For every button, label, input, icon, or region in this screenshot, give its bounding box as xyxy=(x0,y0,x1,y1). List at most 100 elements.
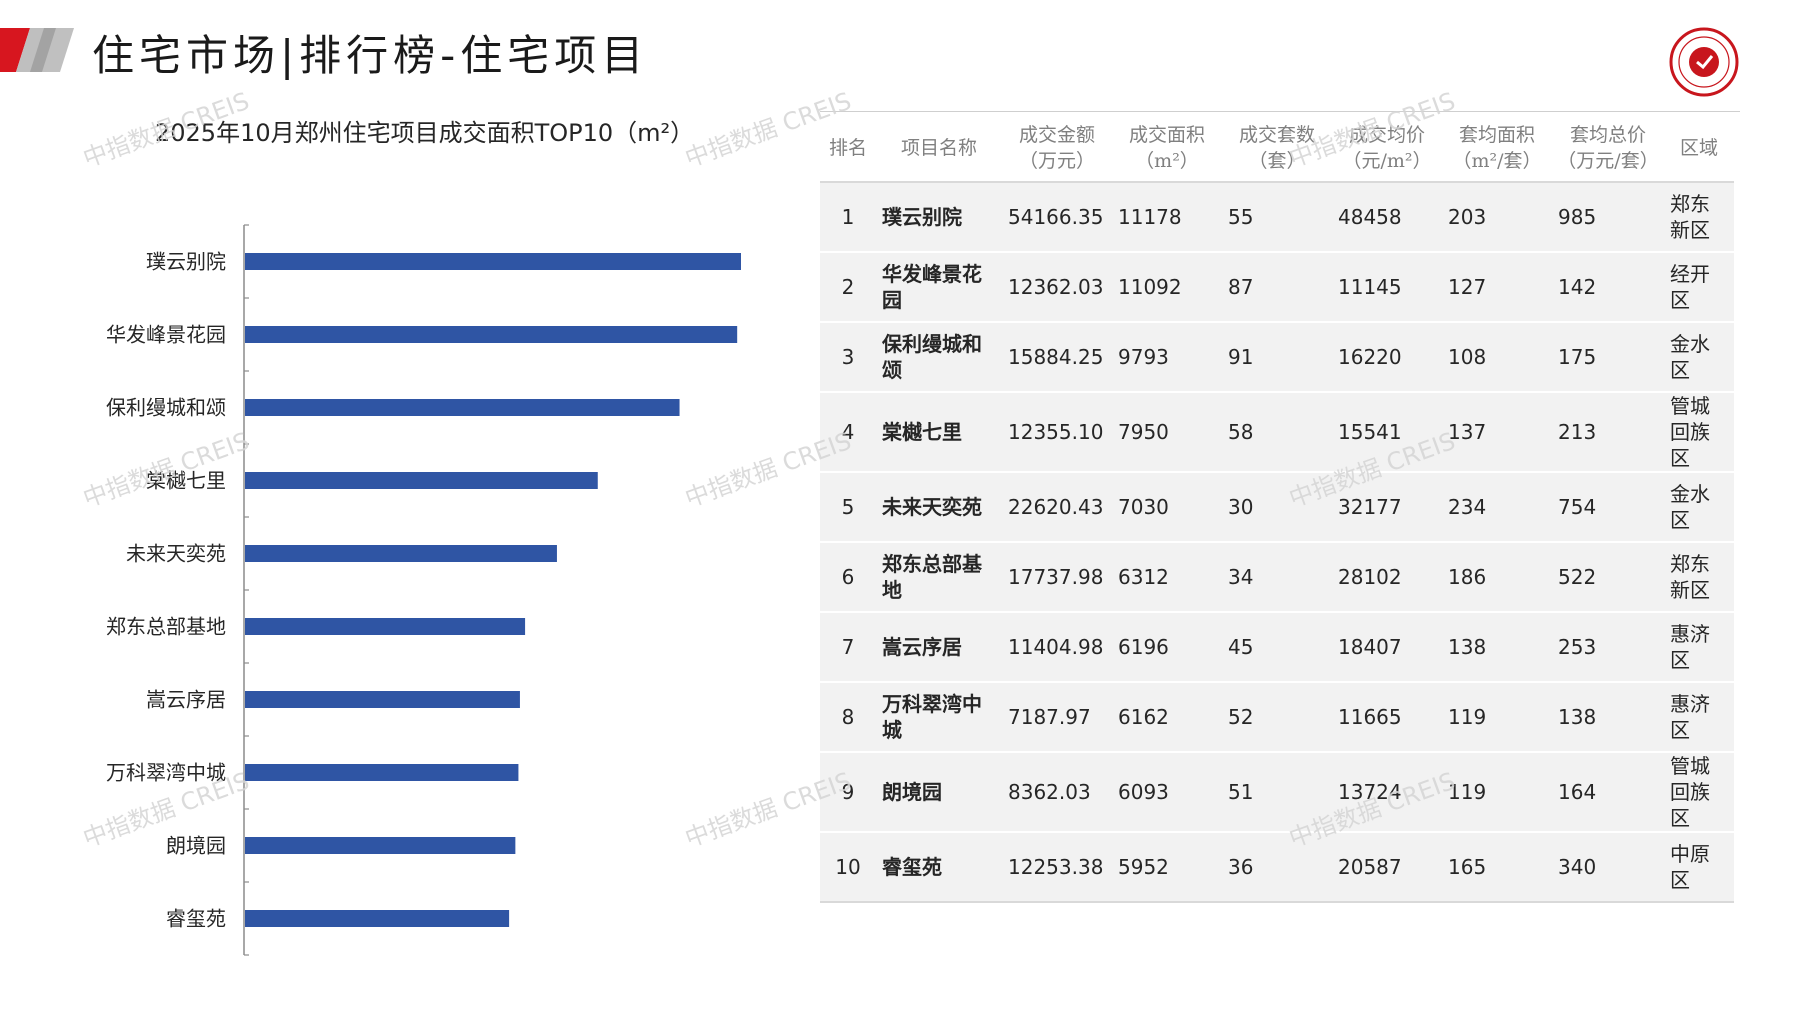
cell-district: 金水区 xyxy=(1664,322,1734,393)
bar xyxy=(245,618,526,635)
cell-amount: 54166.35 xyxy=(1002,182,1112,253)
column-header: 排名 xyxy=(820,115,876,183)
category-label: 保利缦城和颂 xyxy=(106,396,226,420)
cell-amount: 17737.98 xyxy=(1002,542,1112,613)
category-label: 郑东总部基地 xyxy=(106,615,226,639)
category-label: 嵩云序居 xyxy=(146,688,226,712)
table-row: 7 嵩云序居 11404.98 6196 45 18407 138 253 惠济区 xyxy=(820,612,1734,683)
cell-avg-area: 138 xyxy=(1442,612,1552,683)
cell-avg-area: 119 xyxy=(1442,752,1552,833)
category-label: 棠樾七里 xyxy=(146,469,226,493)
cell-rank: 1 xyxy=(820,182,876,253)
table-row: 8 万科翠湾中城 7187.97 6162 52 11665 119 138 惠济区 xyxy=(820,682,1734,753)
cell-avg-total: 138 xyxy=(1552,682,1664,753)
cell-amount: 11404.98 xyxy=(1002,612,1112,683)
table-row: 1 璞云别院 54166.35 11178 55 48458 203 985 郑东新区 xyxy=(820,182,1734,253)
cell-units: 52 xyxy=(1222,682,1332,753)
cell-avg-total: 164 xyxy=(1552,752,1664,833)
cell-avg-price: 20587 xyxy=(1332,832,1442,903)
bar xyxy=(245,764,519,781)
cell-district: 郑东新区 xyxy=(1664,542,1734,613)
category-label: 未来天奕苑 xyxy=(126,542,226,566)
cell-area: 7030 xyxy=(1112,472,1222,543)
bar xyxy=(245,472,598,489)
category-label: 璞云别院 xyxy=(146,250,226,274)
cell-rank: 2 xyxy=(820,252,876,323)
cell-avg-total: 754 xyxy=(1552,472,1664,543)
cell-rank: 8 xyxy=(820,682,876,753)
cell-units: 87 xyxy=(1222,252,1332,323)
cell-units: 36 xyxy=(1222,832,1332,903)
cell-units: 58 xyxy=(1222,392,1332,473)
cell-area: 5952 xyxy=(1112,832,1222,903)
category-label: 华发峰景花园 xyxy=(106,323,226,347)
column-header: 套均总价 （万元/套） xyxy=(1552,115,1664,183)
column-header: 项目名称 xyxy=(876,115,1002,183)
cell-area: 6196 xyxy=(1112,612,1222,683)
cell-area: 6312 xyxy=(1112,542,1222,613)
cell-amount: 12253.38 xyxy=(1002,832,1112,903)
table-header-row: 排名 项目名称 成交金额 （万元） 成交面积 （m²） 成交套数 （套） 成交均价 （元/m²）套… xyxy=(820,115,1734,183)
cell-avg-area: 234 xyxy=(1442,472,1552,543)
academy-seal-icon xyxy=(1669,27,1739,97)
cell-area: 11178 xyxy=(1112,182,1222,253)
bar xyxy=(245,545,557,562)
cell-district: 惠济区 xyxy=(1664,682,1734,753)
bar xyxy=(245,691,520,708)
category-label: 睿玺苑 xyxy=(166,907,226,931)
cell-rank: 3 xyxy=(820,322,876,393)
cell-amount: 12362.03 xyxy=(1002,252,1112,323)
cell-avg-area: 137 xyxy=(1442,392,1552,473)
cell-name: 未来天奕苑 xyxy=(876,472,1002,543)
cell-rank: 5 xyxy=(820,472,876,543)
bar xyxy=(245,326,738,343)
column-header: 成交套数 （套） xyxy=(1222,115,1332,183)
cell-avg-price: 18407 xyxy=(1332,612,1442,683)
cell-rank: 10 xyxy=(820,832,876,903)
chart-title: 2025年10月郑州住宅项目成交面积TOP10（m²） xyxy=(155,119,695,147)
cell-avg-area: 203 xyxy=(1442,182,1552,253)
cell-avg-area: 165 xyxy=(1442,832,1552,903)
cell-area: 9793 xyxy=(1112,322,1222,393)
cell-avg-price: 16220 xyxy=(1332,322,1442,393)
cell-avg-total: 253 xyxy=(1552,612,1664,683)
cell-name: 棠樾七里 xyxy=(876,392,1002,473)
cell-avg-price: 11665 xyxy=(1332,682,1442,753)
cell-district: 管城回族区 xyxy=(1664,752,1734,833)
cell-rank: 9 xyxy=(820,752,876,833)
cell-avg-total: 985 xyxy=(1552,182,1664,253)
cell-amount: 12355.10 xyxy=(1002,392,1112,473)
cell-avg-price: 48458 xyxy=(1332,182,1442,253)
cell-avg-price: 13724 xyxy=(1332,752,1442,833)
cell-avg-price: 11145 xyxy=(1332,252,1442,323)
cell-units: 55 xyxy=(1222,182,1332,253)
ranking-table: 排名 项目名称 成交金额 （万元） 成交面积 （m²） 成交套数 （套） 成交均价 （元/m²）套… xyxy=(820,115,1734,903)
category-label: 朗境园 xyxy=(166,834,226,858)
cell-avg-area: 186 xyxy=(1442,542,1552,613)
cell-district: 惠济区 xyxy=(1664,612,1734,683)
cell-units: 34 xyxy=(1222,542,1332,613)
brand-corner-logo xyxy=(0,28,74,72)
cell-avg-price: 15541 xyxy=(1332,392,1442,473)
cell-district: 金水区 xyxy=(1664,472,1734,543)
table-row: 3 保利缦城和颂 15884.25 9793 91 16220 108 175 金水区 xyxy=(820,322,1734,393)
cell-avg-area: 119 xyxy=(1442,682,1552,753)
cell-area: 7950 xyxy=(1112,392,1222,473)
cell-name: 华发峰景花园 xyxy=(876,252,1002,323)
cell-area: 11092 xyxy=(1112,252,1222,323)
table-row: 5 未来天奕苑 22620.43 7030 30 32177 234 754 金水区 xyxy=(820,472,1734,543)
cell-avg-total: 340 xyxy=(1552,832,1664,903)
cell-district: 管城回族区 xyxy=(1664,392,1734,473)
header-rule xyxy=(820,111,1740,112)
cell-rank: 7 xyxy=(820,612,876,683)
bar-chart: 璞云别院华发峰景花园保利缦城和颂棠樾七里未来天奕苑郑东总部基地嵩云序居万科翠湾中… xyxy=(106,224,741,956)
cell-rank: 4 xyxy=(820,392,876,473)
cell-district: 郑东新区 xyxy=(1664,182,1734,253)
table-row: 4 棠樾七里 12355.10 7950 58 15541 137 213 管城回族区 xyxy=(820,392,1734,473)
bar xyxy=(245,399,680,416)
cell-district: 经开区 xyxy=(1664,252,1734,323)
cell-area: 6093 xyxy=(1112,752,1222,833)
cell-avg-total: 142 xyxy=(1552,252,1664,323)
cell-name: 朗境园 xyxy=(876,752,1002,833)
cell-amount: 7187.97 xyxy=(1002,682,1112,753)
